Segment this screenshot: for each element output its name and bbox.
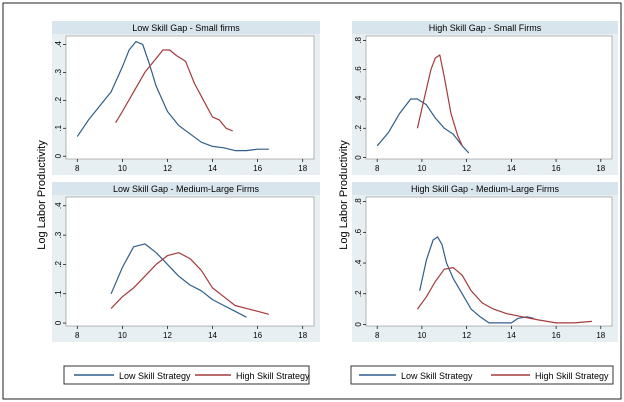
panel-2-series-high-skill-line bbox=[416, 54, 463, 147]
panel-2-ytick-label: .4 bbox=[354, 95, 363, 102]
panel-4-ytick-label: .2 bbox=[354, 290, 363, 297]
panel-4-ytick-label: .8 bbox=[354, 198, 363, 205]
panel-3-plot-area bbox=[65, 196, 315, 327]
legend-right-high-label: High Skill Strategy bbox=[535, 371, 609, 381]
panel-4-xtick-label: 10 bbox=[417, 331, 426, 340]
panel-4-title-strip bbox=[352, 182, 618, 195]
panel-3-xtick-label: 14 bbox=[208, 331, 217, 340]
panel-3-xtick-label: 16 bbox=[253, 331, 262, 340]
panel-4-xtick-label: 14 bbox=[507, 331, 516, 340]
panel-4-xtick-label: 12 bbox=[462, 331, 471, 340]
panel-4-title: High Skill Gap - Medium-Large Firms bbox=[411, 184, 560, 194]
panel-4-plot-area bbox=[365, 196, 613, 327]
legend-right: Low Skill Strategy High Skill Strategy bbox=[350, 365, 614, 385]
panel-2: High Skill Gap - Small Firms 0 .2 .4 .6 .8 8 10… bbox=[352, 21, 618, 175]
panel-2-ytick-label: .8 bbox=[354, 37, 363, 44]
panel-1-ytick-label: .1 bbox=[54, 124, 63, 131]
panel-2-xtick-label: 14 bbox=[507, 164, 516, 173]
panel-2-ytick-label: .6 bbox=[354, 66, 363, 73]
panel-2-xtick-label: 12 bbox=[462, 164, 471, 173]
legend-left-low-label: Low Skill Strategy bbox=[119, 371, 191, 381]
panel-3-xtick-label: 12 bbox=[163, 331, 172, 340]
panel-3-ytick-label: .3 bbox=[54, 231, 63, 238]
panel-2-xtick-label: 18 bbox=[596, 164, 605, 173]
panel-1-xtick-label: 8 bbox=[75, 164, 80, 173]
panel-3: Low Skill Gap - Medium-Large Firms 0 .1 .2.… bbox=[52, 182, 320, 342]
legend-right-low-label: Low Skill Strategy bbox=[401, 371, 473, 381]
panel-3-ytick-label: .1 bbox=[54, 290, 63, 297]
panel-1: Low Skill Gap - Small firms 0 .1 .2 .3 .4 8 10 1… bbox=[52, 21, 320, 175]
panel-4-xtick-label: 8 bbox=[375, 331, 380, 340]
panel-1-xtick-label: 14 bbox=[208, 164, 217, 173]
panel-3-series-high-skill-line bbox=[110, 252, 270, 315]
panel-2-ytick-label: 0 bbox=[354, 155, 363, 160]
panel-3-title-strip bbox=[52, 182, 320, 195]
panel-1-series-high-skill-line bbox=[115, 49, 234, 132]
panel-4-series-high-skill-line bbox=[416, 267, 592, 324]
panel-3-xtick-label: 10 bbox=[118, 331, 127, 340]
panel-1-xtick-label: 10 bbox=[118, 164, 127, 173]
panel-1-xtick-label: 16 bbox=[253, 164, 262, 173]
legend-left: Low Skill Strategy High Skill Strategy bbox=[63, 365, 310, 385]
panel-1-ytick-label: .2 bbox=[54, 96, 63, 103]
panel-1-xtick-label: 12 bbox=[163, 164, 172, 173]
panel-2-xtick-label: 8 bbox=[375, 164, 380, 173]
panel-2-ytick-label: .2 bbox=[354, 124, 363, 131]
legend-left-box bbox=[63, 365, 310, 385]
panel-3-xtick-label: 18 bbox=[298, 331, 307, 340]
panel-2-title: High Skill Gap - Small Firms bbox=[429, 23, 542, 33]
panel-1-plot-area bbox=[65, 35, 315, 160]
panel-2-plot-area bbox=[365, 35, 613, 160]
panel-1-ytick-label: .4 bbox=[54, 40, 63, 47]
panel-1-ytick-label: .3 bbox=[54, 68, 63, 75]
panel-3-title: Low Skill Gap - Medium-Large Firms bbox=[113, 184, 260, 194]
panel-1-title-strip bbox=[52, 21, 320, 34]
panel-1-title: Low Skill Gap - Small firms bbox=[132, 23, 240, 33]
chart-panels: Low Skill Gap - Small firms 0 .1 .2 .3 .4 8 10 1… bbox=[52, 21, 618, 342]
panel-1-series-low-skill-line bbox=[76, 41, 269, 152]
legend-left-high-label: High Skill Strategy bbox=[236, 371, 310, 381]
panel-4-ytick-label: 0 bbox=[354, 322, 363, 327]
panel-1-ytick-label: 0 bbox=[54, 153, 63, 158]
y-axis-label-left: Log Labor Productivity bbox=[36, 140, 48, 250]
panel-1-xtick-label: 18 bbox=[298, 164, 307, 173]
panel-3-xtick-label: 8 bbox=[75, 331, 80, 340]
y-axis-label-right: Log Labor Productivity bbox=[338, 140, 350, 250]
panel-2-xtick-label: 16 bbox=[552, 164, 561, 173]
legend-right-box bbox=[350, 365, 614, 385]
panel-3-ytick-label: 0 bbox=[54, 320, 63, 325]
panel-2-series-low-skill-line bbox=[376, 98, 470, 154]
panel-3-ytick-label: .4 bbox=[54, 202, 63, 209]
panel-4-series-low-skill-line bbox=[419, 236, 534, 324]
panel-4-ytick-label: .4 bbox=[354, 259, 363, 266]
panel-3-series-low-skill-line bbox=[110, 243, 247, 318]
panel-4-xtick-label: 18 bbox=[596, 331, 605, 340]
panel-2-title-strip bbox=[352, 21, 618, 34]
panel-2-xtick-label: 10 bbox=[417, 164, 426, 173]
panel-4: High Skill Gap - Medium-Large Firms 0 .2 .4… bbox=[352, 182, 618, 342]
panel-4-ytick-label: .6 bbox=[354, 228, 363, 235]
panel-3-ytick-label: .2 bbox=[54, 261, 63, 268]
panel-4-xtick-label: 16 bbox=[552, 331, 561, 340]
